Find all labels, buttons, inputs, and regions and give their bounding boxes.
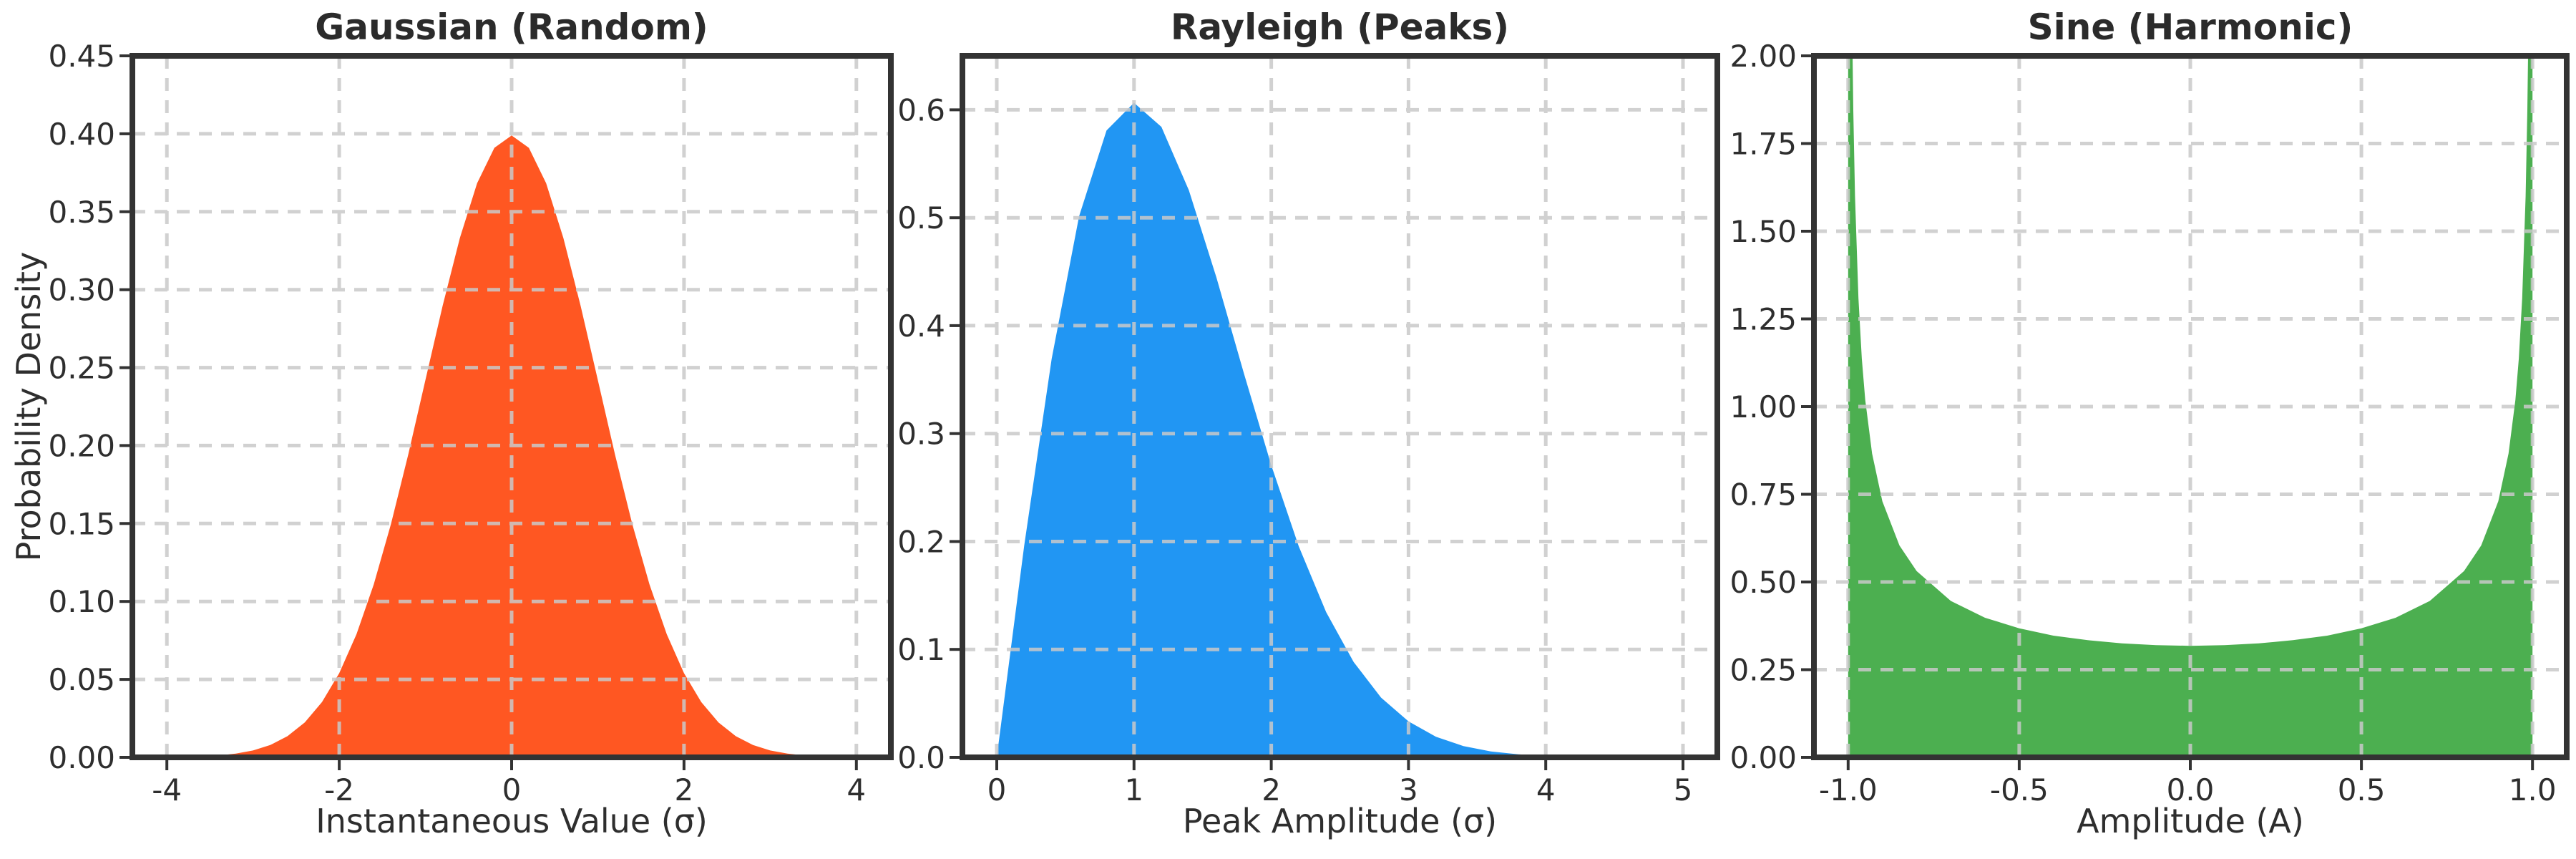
- rayleigh-ytick-label: 0.2: [897, 525, 945, 560]
- sine-ytick-label: 0.00: [1729, 740, 1797, 775]
- sine-ytick-label: 0.25: [1729, 653, 1797, 688]
- panel-gaussian: -4 -2 0 2 4 0.00 0.05 0.10 0.15 0.20 0.25 0.30 0.35 0…: [48, 39, 894, 807]
- sine-area-fill: [1848, 56, 2533, 757]
- gaussian-ytick-label: 0.15: [48, 506, 115, 541]
- gaussian-ticks: [119, 54, 858, 770]
- sine-ytick-label: 1.00: [1729, 389, 1797, 424]
- panel-rayleigh: 0 1 2 3 4 5 0.0 0.1 0.2 0.3 0.4 0.5 0.6: [897, 53, 1720, 807]
- sine-tick-labels: -1.0 -0.5 0.0 0.5 1.0 0.00 0.25 0.50 0.75 1.00 1.2…: [1729, 39, 2556, 807]
- gaussian-ytick-label: 0.05: [48, 662, 115, 697]
- gaussian-ytick-label: 0.45: [48, 39, 115, 74]
- sine-ytick-label: 0.50: [1729, 565, 1797, 600]
- rayleigh-xtick-label: 2: [1262, 772, 1281, 807]
- sine-xtick-label: -1.0: [1819, 772, 1878, 807]
- chart-title-sine: Sine (Harmonic): [2027, 6, 2353, 48]
- rayleigh-xtick-label: 1: [1124, 772, 1143, 807]
- sine-ytick-label: 0.75: [1729, 477, 1797, 513]
- gaussian-ytick-label: 0.00: [48, 740, 115, 775]
- sine-ytick-label: 1.50: [1729, 214, 1797, 249]
- gaussian-xtick-label: -2: [324, 772, 354, 807]
- gaussian-grid: [132, 56, 891, 757]
- rayleigh-xtick-label: 5: [1674, 772, 1693, 807]
- x-axis-label-sine: Amplitude (A): [2077, 802, 2304, 840]
- x-axis-label-rayleigh: Peak Amplitude (σ): [1182, 802, 1498, 840]
- rayleigh-xtick-label: 0: [987, 772, 1007, 807]
- rayleigh-ytick-label: 0.5: [897, 200, 945, 236]
- sine-xtick-label: 0.0: [2167, 772, 2215, 807]
- y-axis-label-probability-density: Probability Density: [9, 251, 48, 562]
- chart-title-gaussian: Gaussian (Random): [315, 6, 708, 48]
- rayleigh-ticks: [950, 108, 1684, 770]
- rayleigh-xtick-label: 4: [1536, 772, 1556, 807]
- gaussian-xtick-label: 2: [675, 772, 694, 807]
- gaussian-ytick-label: 0.25: [48, 351, 115, 386]
- sine-xtick-label: 1.0: [2509, 772, 2557, 807]
- x-axis-label-gaussian: Instantaneous Value (σ): [316, 802, 708, 840]
- rayleigh-ytick-label: 0.0: [897, 740, 945, 775]
- gaussian-xtick-label: -4: [152, 772, 182, 807]
- sine-ticks: [1801, 54, 2534, 770]
- gaussian-xtick-label: 0: [502, 772, 522, 807]
- gaussian-spines: [130, 53, 894, 760]
- rayleigh-area-fill: [997, 102, 1683, 758]
- gaussian-tick-labels: -4 -2 0 2 4 0.00 0.05 0.10 0.15 0.20 0.25 0.30 0.35 0…: [48, 39, 866, 807]
- rayleigh-ytick-label: 0.6: [897, 92, 945, 127]
- panel-sine: -1.0 -0.5 0.0 0.5 1.0 0.00 0.25 0.50 0.75 1.00 1.2…: [1729, 39, 2570, 807]
- rayleigh-tick-labels: 0 1 2 3 4 5 0.0 0.1 0.2 0.3 0.4 0.5 0.6: [897, 92, 1692, 807]
- chart-title-rayleigh: Rayleigh (Peaks): [1170, 6, 1510, 48]
- sine-xtick-label: 0.5: [2338, 772, 2386, 807]
- rayleigh-ytick-label: 0.3: [897, 417, 945, 452]
- sine-ytick-label: 1.25: [1729, 302, 1797, 337]
- rayleigh-ytick-label: 0.4: [897, 309, 945, 344]
- gaussian-ytick-label: 0.40: [48, 117, 115, 152]
- gaussian-ytick-label: 0.30: [48, 273, 115, 308]
- sine-ytick-label: 2.00: [1729, 39, 1797, 74]
- gaussian-xtick-label: 4: [847, 772, 866, 807]
- gaussian-ytick-label: 0.20: [48, 428, 115, 463]
- rayleigh-grid: [962, 56, 1717, 757]
- rayleigh-ytick-label: 0.1: [897, 632, 945, 667]
- gaussian-ytick-label: 0.35: [48, 195, 115, 230]
- sine-ytick-label: 1.75: [1729, 127, 1797, 162]
- rayleigh-xtick-label: 3: [1399, 772, 1418, 807]
- sine-xtick-label: -0.5: [1990, 772, 2049, 807]
- gaussian-ytick-label: 0.10: [48, 584, 115, 619]
- rayleigh-spines: [960, 53, 1720, 760]
- sine-grid: [1814, 56, 2567, 757]
- sine-spines: [1811, 53, 2570, 760]
